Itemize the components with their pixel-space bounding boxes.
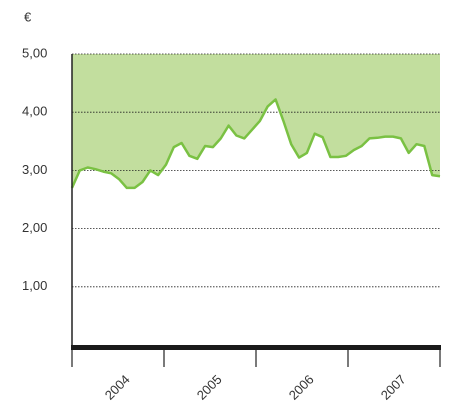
x-tick-label: 2007 [378, 372, 409, 403]
y-tick-label: 2,00 [22, 220, 47, 235]
area-fill [72, 54, 440, 188]
y-tick-label: 5,00 [22, 45, 47, 60]
y-tick-label: 3,00 [22, 162, 47, 177]
x-tick-label: 2005 [194, 372, 225, 403]
y-tick-label: 1,00 [22, 278, 47, 293]
line [70, 98, 441, 190]
x-axis-bar [71, 345, 441, 350]
unit-label: € [24, 9, 32, 24]
x-tick-label: 2004 [102, 372, 133, 403]
y-tick-label: 4,00 [22, 104, 47, 119]
x-tick-label: 2006 [286, 372, 317, 403]
